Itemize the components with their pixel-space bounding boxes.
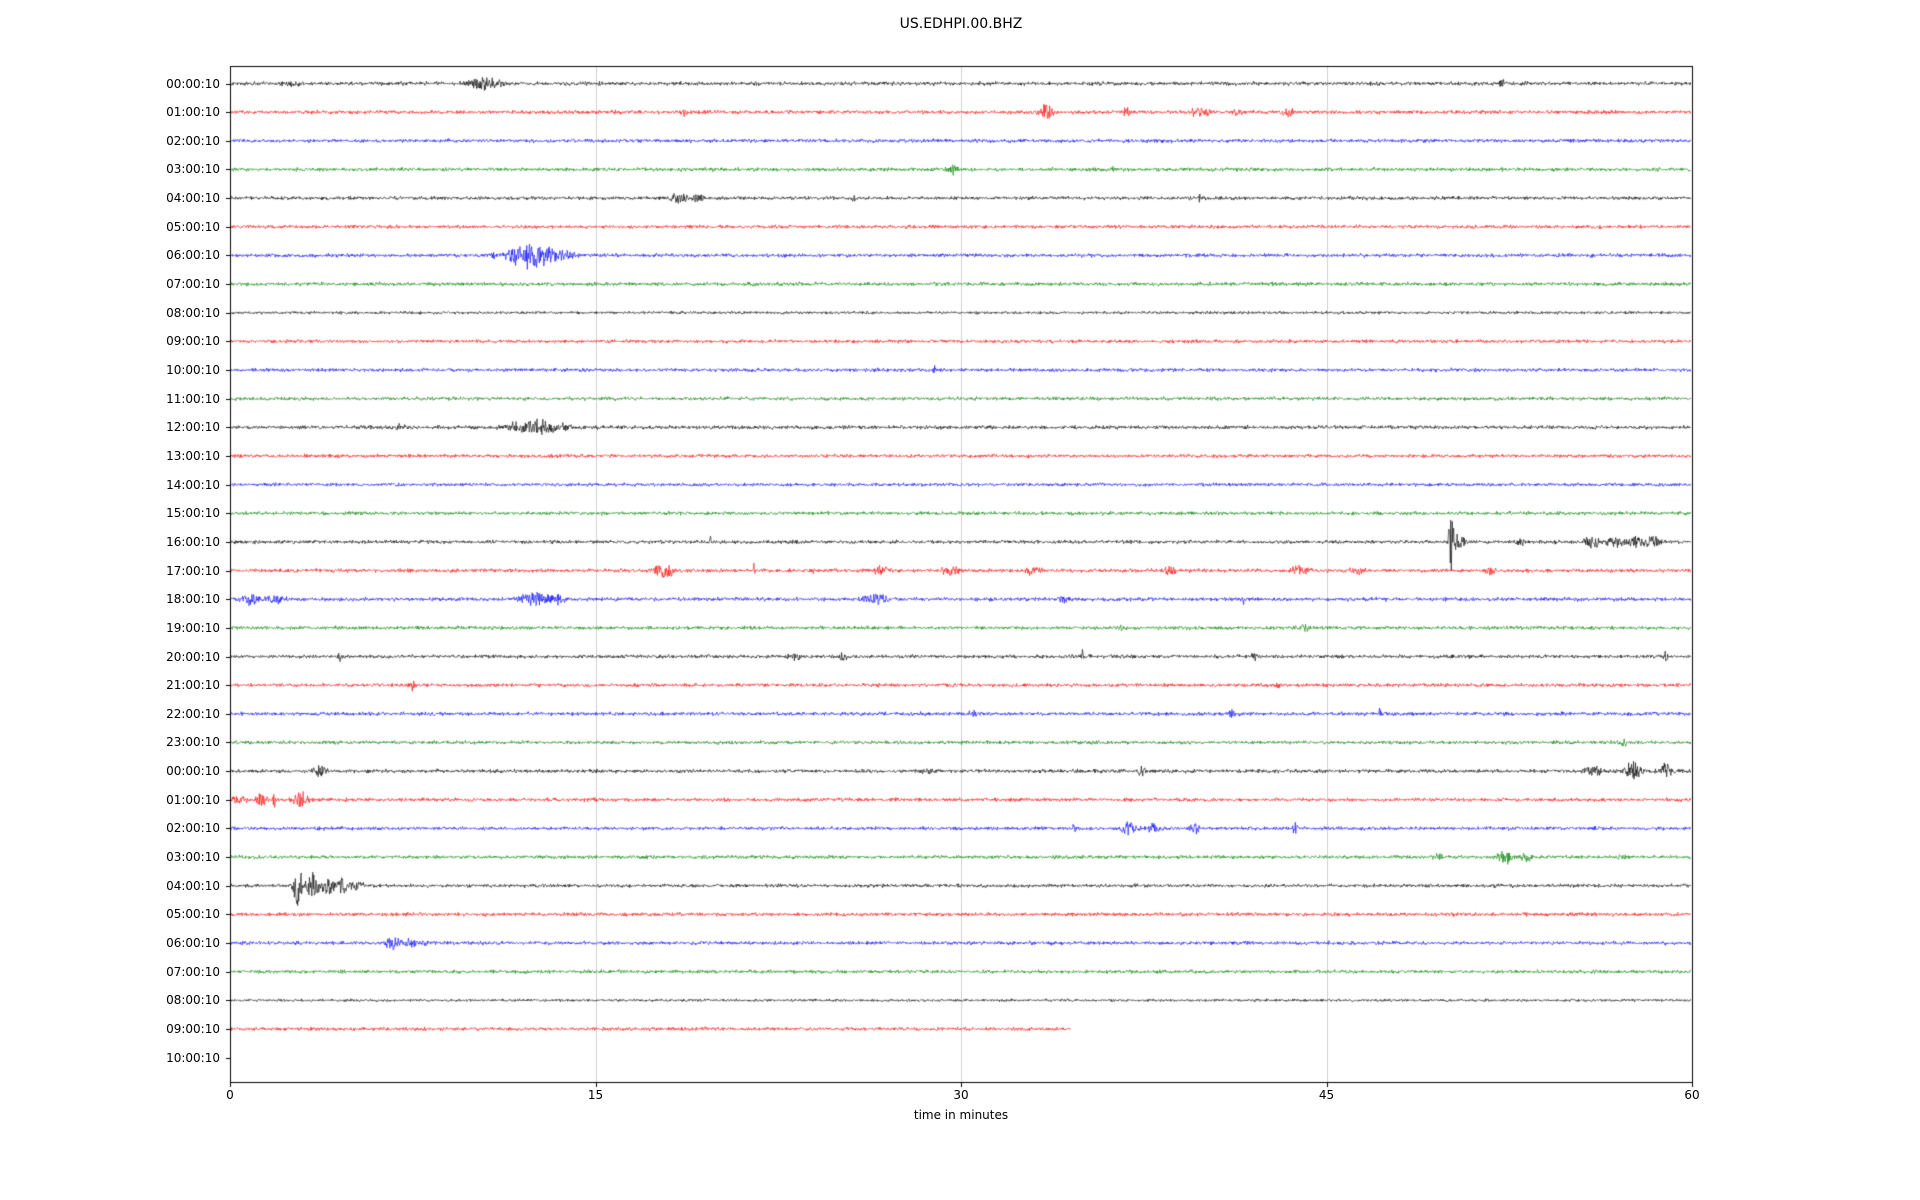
row-label: 01:00:10 — [166, 792, 220, 807]
row-label: 08:00:10 — [166, 993, 220, 1008]
row-label: 04:00:10 — [166, 191, 220, 206]
row-label: 06:00:10 — [166, 248, 220, 263]
row-label: 10:00:10 — [166, 363, 220, 377]
x-tick-label: 60 — [1684, 1088, 1700, 1102]
row-label: 17:00:10 — [166, 563, 220, 578]
row-label: 07:00:10 — [166, 964, 220, 979]
x-tick-label: 30 — [953, 1088, 969, 1102]
row-label: 01:00:10 — [166, 105, 220, 120]
row-label: 20:00:10 — [166, 649, 220, 664]
row-label: 10:00:10 — [166, 1050, 220, 1065]
row-label: 23:00:10 — [166, 735, 220, 750]
x-tick-label: 45 — [1318, 1088, 1335, 1102]
row-label: 22:00:10 — [166, 706, 220, 721]
row-label: 08:00:10 — [166, 305, 220, 320]
x-tick-label: 0 — [226, 1088, 234, 1102]
row-label: 02:00:10 — [166, 133, 220, 148]
x-tick-label: 15 — [587, 1088, 604, 1102]
row-label: 21:00:10 — [166, 678, 220, 693]
row-label: 00:00:10 — [166, 764, 220, 779]
row-label: 05:00:10 — [166, 907, 220, 922]
row-label: 06:00:10 — [166, 936, 220, 950]
row-label: 09:00:10 — [166, 1021, 220, 1036]
row-label: 11:00:10 — [166, 391, 220, 406]
row-label: 02:00:10 — [166, 821, 220, 836]
row-label: 00:00:10 — [166, 76, 220, 91]
row-label: 03:00:10 — [166, 162, 220, 177]
row-label: 14:00:10 — [166, 477, 220, 492]
row-label: 04:00:10 — [166, 878, 220, 893]
row-label: 15:00:10 — [166, 506, 220, 521]
row-label: 13:00:10 — [166, 448, 220, 463]
x-axis-label: time in minutes — [913, 1108, 1009, 1122]
row-label: 07:00:10 — [166, 277, 220, 292]
row-label: 16:00:10 — [166, 534, 220, 549]
row-label: 19:00:10 — [166, 620, 220, 635]
row-label: 05:00:10 — [166, 219, 220, 234]
row-label: 12:00:10 — [166, 420, 220, 435]
row-label: 03:00:10 — [166, 850, 220, 865]
row-label: 18:00:10 — [166, 592, 220, 607]
row-label: 09:00:10 — [166, 334, 220, 349]
